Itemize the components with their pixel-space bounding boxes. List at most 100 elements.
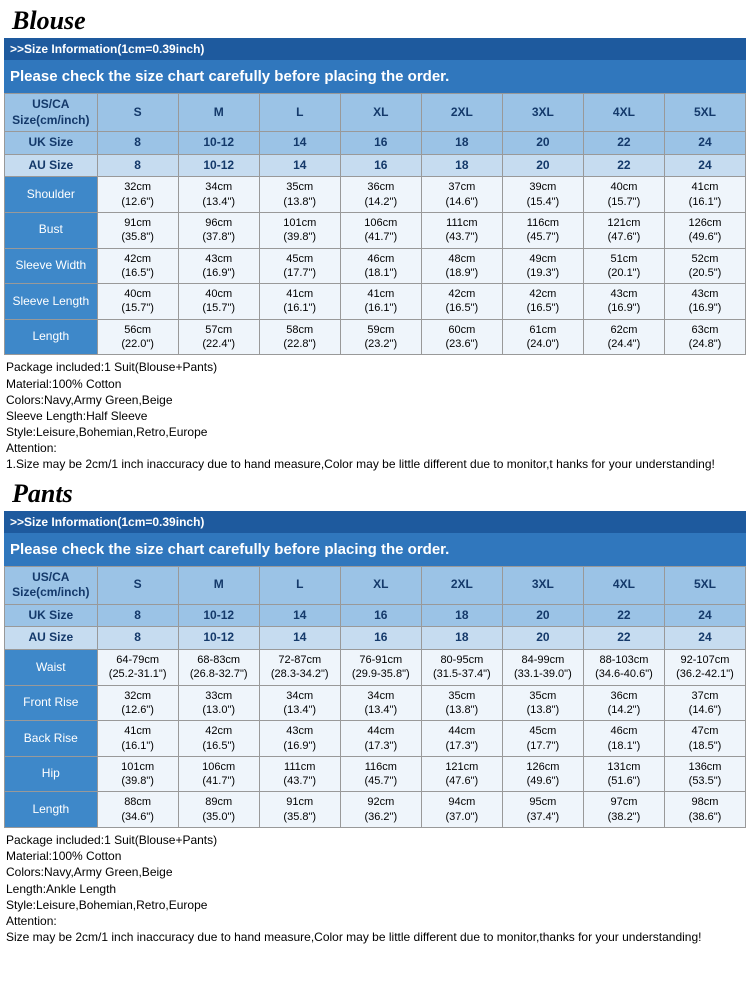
au-size-cell: 14: [259, 154, 340, 177]
measurement-cell: 91cm(35.8"): [259, 792, 340, 828]
measurement-cell: 106cm(41.7"): [340, 212, 421, 248]
measurement-cell: 40cm(15.7"): [178, 284, 259, 320]
pants-instruction: Please check the size chart carefully be…: [4, 533, 746, 566]
measurement-cell: 62cm(24.4"): [583, 319, 664, 355]
measurement-cell: 43cm(16.9"): [178, 248, 259, 284]
measurement-cell: 43cm(16.9"): [664, 284, 745, 320]
blouse-notes: Package included:1 Suit(Blouse+Pants)Mat…: [4, 355, 746, 476]
measurement-label: Hip: [5, 756, 98, 792]
measurement-cell: 35cm(13.8"): [502, 685, 583, 721]
measurement-cell: 116cm(45.7"): [502, 212, 583, 248]
measurement-label: Waist: [5, 650, 98, 686]
au-size-cell: 18: [421, 154, 502, 177]
measurement-cell: 52cm(20.5"): [664, 248, 745, 284]
measurement-cell: 80-95cm(31.5-37.4"): [421, 650, 502, 686]
measurement-cell: 49cm(19.3"): [502, 248, 583, 284]
measurement-cell: 43cm(16.9"): [259, 721, 340, 757]
measurement-cell: 96cm(37.8"): [178, 212, 259, 248]
note-line: Package included:1 Suit(Blouse+Pants): [6, 359, 744, 375]
size-col-header: 5XL: [664, 566, 745, 604]
usca-label: US/CA Size(cm/inch): [5, 94, 98, 132]
au-size-cell: 20: [502, 627, 583, 650]
note-line: Attention:: [6, 440, 744, 456]
note-line: Colors:Navy,Army Green,Beige: [6, 392, 744, 408]
measurement-cell: 131cm(51.6"): [583, 756, 664, 792]
note-line: Length:Ankle Length: [6, 881, 744, 897]
measurement-cell: 35cm(13.8"): [259, 177, 340, 213]
au-size-cell: 8: [97, 154, 178, 177]
uk-size-cell: 14: [259, 604, 340, 627]
note-line: Material:100% Cotton: [6, 376, 744, 392]
measurement-label: Front Rise: [5, 685, 98, 721]
au-size-cell: 8: [97, 627, 178, 650]
uk-size-cell: 20: [502, 604, 583, 627]
au-size-cell: 14: [259, 627, 340, 650]
au-label: AU Size: [5, 627, 98, 650]
measurement-cell: 111cm(43.7"): [259, 756, 340, 792]
measurement-cell: 36cm(14.2"): [583, 685, 664, 721]
measurement-cell: 47cm(18.5"): [664, 721, 745, 757]
size-col-header: 4XL: [583, 566, 664, 604]
measurement-cell: 42cm(16.5"): [502, 284, 583, 320]
size-col-header: S: [97, 94, 178, 132]
au-label: AU Size: [5, 154, 98, 177]
measurement-cell: 51cm(20.1"): [583, 248, 664, 284]
measurement-cell: 106cm(41.7"): [178, 756, 259, 792]
measurement-cell: 34cm(13.4"): [340, 685, 421, 721]
measurement-cell: 41cm(16.1"): [97, 721, 178, 757]
measurement-cell: 44cm(17.3"): [421, 721, 502, 757]
size-col-header: 4XL: [583, 94, 664, 132]
measurement-label: Bust: [5, 212, 98, 248]
blouse-title: Blouse: [4, 4, 746, 38]
au-size-cell: 22: [583, 154, 664, 177]
note-line: Package included:1 Suit(Blouse+Pants): [6, 832, 744, 848]
au-size-cell: 20: [502, 154, 583, 177]
measurement-cell: 41cm(16.1"): [259, 284, 340, 320]
measurement-cell: 45cm(17.7"): [259, 248, 340, 284]
measurement-cell: 59cm(23.2"): [340, 319, 421, 355]
uk-size-cell: 14: [259, 132, 340, 155]
measurement-cell: 89cm(35.0"): [178, 792, 259, 828]
measurement-cell: 136cm(53.5"): [664, 756, 745, 792]
blouse-info-header: >>Size Information(1cm=0.39inch): [4, 38, 746, 60]
note-line: Style:Leisure,Bohemian,Retro,Europe: [6, 897, 744, 913]
measurement-cell: 46cm(18.1"): [340, 248, 421, 284]
size-col-header: M: [178, 94, 259, 132]
note-line: 1.Size may be 2cm/1 inch inaccuracy due …: [6, 456, 744, 472]
measurement-cell: 116cm(45.7"): [340, 756, 421, 792]
blouse-instruction: Please check the size chart carefully be…: [4, 60, 746, 93]
measurement-cell: 95cm(37.4"): [502, 792, 583, 828]
uk-size-cell: 22: [583, 132, 664, 155]
blouse-section: Blouse >>Size Information(1cm=0.39inch) …: [4, 4, 746, 477]
measurement-cell: 37cm(14.6"): [421, 177, 502, 213]
measurement-cell: 45cm(17.7"): [502, 721, 583, 757]
note-line: Material:100% Cotton: [6, 848, 744, 864]
au-size-cell: 22: [583, 627, 664, 650]
measurement-cell: 39cm(15.4"): [502, 177, 583, 213]
measurement-cell: 92cm(36.2"): [340, 792, 421, 828]
measurement-cell: 56cm(22.0"): [97, 319, 178, 355]
measurement-cell: 88cm(34.6"): [97, 792, 178, 828]
measurement-cell: 64-79cm(25.2-31.1"): [97, 650, 178, 686]
measurement-cell: 60cm(23.6"): [421, 319, 502, 355]
measurement-cell: 98cm(38.6"): [664, 792, 745, 828]
uk-size-cell: 16: [340, 132, 421, 155]
measurement-cell: 121cm(47.6"): [421, 756, 502, 792]
pants-section: Pants >>Size Information(1cm=0.39inch) P…: [4, 477, 746, 950]
size-col-header: M: [178, 566, 259, 604]
uk-size-cell: 10-12: [178, 604, 259, 627]
measurement-cell: 94cm(37.0"): [421, 792, 502, 828]
measurement-cell: 57cm(22.4"): [178, 319, 259, 355]
au-size-cell: 10-12: [178, 627, 259, 650]
measurement-cell: 126cm(49.6"): [502, 756, 583, 792]
measurement-cell: 32cm(12.6"): [97, 177, 178, 213]
measurement-cell: 33cm(13.0"): [178, 685, 259, 721]
measurement-cell: 121cm(47.6"): [583, 212, 664, 248]
au-size-cell: 24: [664, 154, 745, 177]
measurement-cell: 48cm(18.9"): [421, 248, 502, 284]
measurement-label: Sleeve Length: [5, 284, 98, 320]
measurement-cell: 40cm(15.7"): [583, 177, 664, 213]
measurement-label: Shoulder: [5, 177, 98, 213]
measurement-cell: 61cm(24.0"): [502, 319, 583, 355]
measurement-cell: 101cm(39.8"): [97, 756, 178, 792]
